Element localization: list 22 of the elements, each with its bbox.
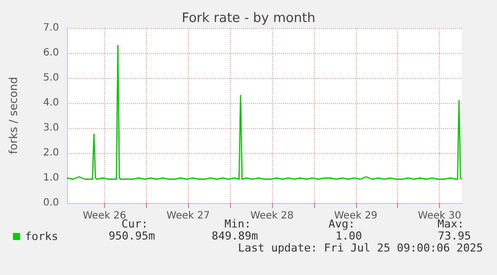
y-axis-title: forks / second: [7, 76, 20, 154]
legend-label: forks: [25, 230, 58, 243]
text: 950.95m: [108, 230, 156, 242]
y-tick-label: 2.0: [43, 148, 59, 158]
y-tick-label: 0.0: [43, 198, 59, 208]
text: Max:: [438, 218, 464, 230]
text: 849.89m: [212, 230, 258, 242]
y-tick-label: 7.0: [43, 22, 59, 34]
y-tick-label: 5.0: [43, 72, 59, 84]
text: 1.00: [336, 230, 362, 242]
text: Cur:: [122, 218, 148, 230]
y-tick-label: 3.0: [43, 122, 59, 134]
y-tick-label: 1.0: [43, 172, 59, 184]
chart-title: Fork rate - by month: [182, 11, 316, 26]
y-tick-label: 6.0: [43, 48, 59, 58]
x-tick-label: Week 28: [250, 210, 294, 222]
x-tick-label: Week 27: [166, 210, 210, 222]
text: Min:: [224, 218, 251, 230]
text: 73.95: [438, 230, 471, 242]
text: Last update: Fri Jul 25 09:00:06 2025: [238, 242, 483, 254]
y-tick-label: 4.0: [43, 98, 59, 108]
line-series: [66, 44, 463, 180]
